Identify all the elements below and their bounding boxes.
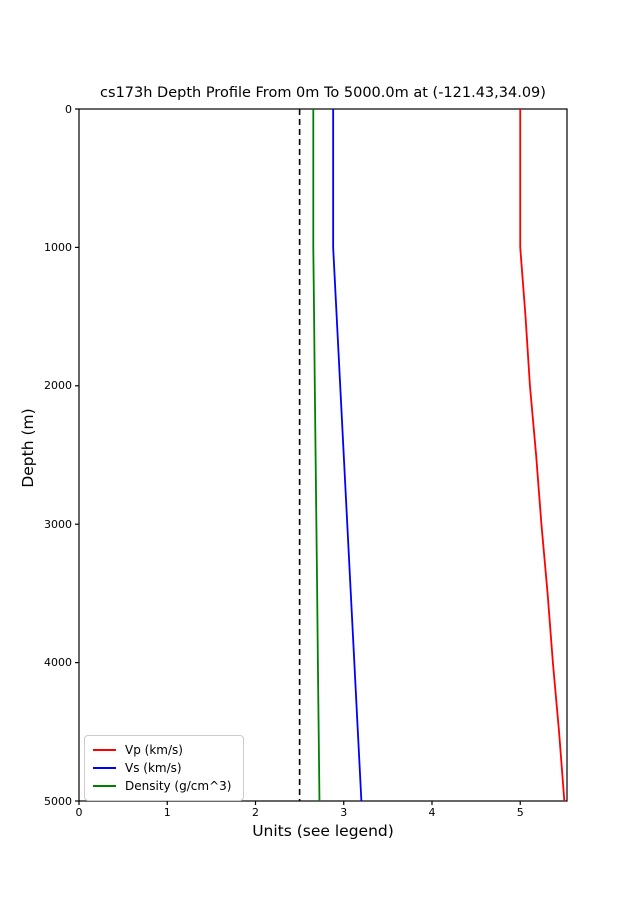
legend: Vp (km/s) Vs (km/s) Density (g/cm^3) [84, 735, 245, 801]
legend-label-vs: Vs (km/s) [125, 761, 182, 775]
x-tick-label: 5 [516, 806, 524, 819]
vs-line-sample [93, 767, 116, 769]
y-tick-label: 1000 [44, 240, 72, 254]
y-tick-label: 4000 [44, 656, 72, 670]
vp-line-sample [93, 749, 116, 751]
legend-item-vp: Vp (km/s) [93, 743, 231, 757]
y-tick-label: 3000 [44, 517, 72, 531]
series-line-density [312, 109, 321, 802]
legend-item-density: Density (g/cm^3) [93, 779, 231, 793]
y-tick-label: 0 [65, 102, 72, 116]
series-line-vs [332, 109, 363, 802]
x-axis-label: Units (see legend) [252, 822, 394, 840]
legend-item-vs: Vs (km/s) [93, 761, 231, 775]
plot-border [78, 108, 568, 802]
density-line-sample [93, 785, 116, 787]
x-tick-label: 4 [428, 806, 436, 819]
legend-label-density: Density (g/cm^3) [125, 779, 232, 793]
y-tick-label: 5000 [44, 794, 72, 808]
x-tick-label: 0 [75, 806, 83, 819]
legend-label-vp: Vp (km/s) [125, 743, 183, 757]
x-tick-label: 1 [163, 806, 171, 819]
series-line-vp [519, 109, 566, 802]
y-tick-label: 2000 [44, 379, 72, 393]
chart-title: cs173h Depth Profile From 0m To 5000.0m … [100, 85, 546, 101]
x-tick-label: 3 [340, 806, 348, 819]
x-tick-label: 2 [251, 806, 259, 819]
y-axis-label: Depth (m) [19, 408, 37, 488]
